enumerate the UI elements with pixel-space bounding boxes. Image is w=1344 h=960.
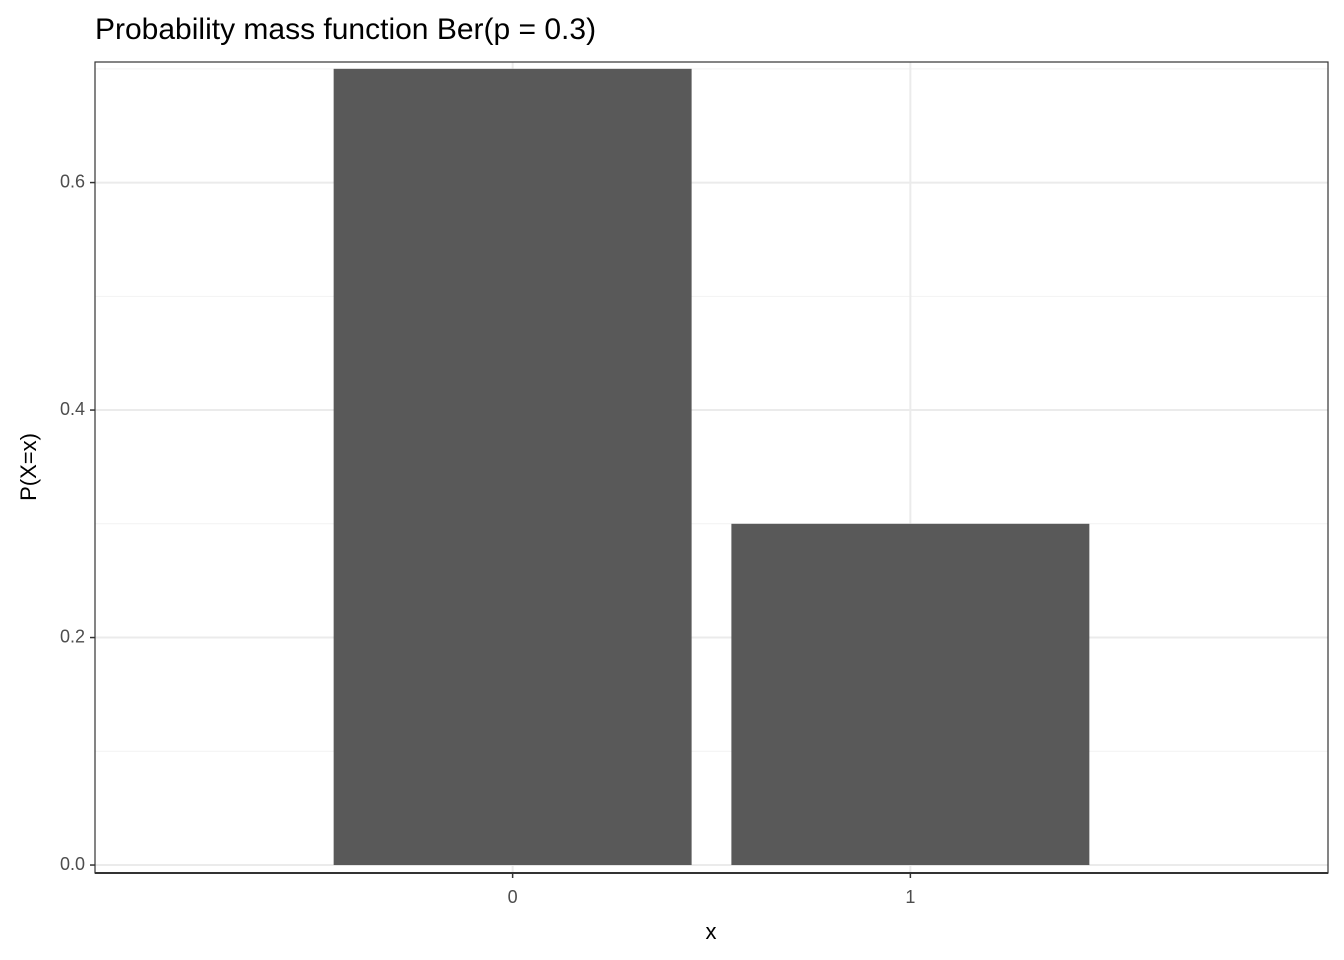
- bar: [333, 68, 692, 866]
- y-axis-label: P(X=x): [16, 433, 41, 501]
- x-axis-label: x: [706, 919, 717, 944]
- chart-title: Probability mass function Ber(p = 0.3): [95, 13, 596, 46]
- y-tick-label: 0.4: [60, 399, 85, 419]
- x-tick-label: 0: [508, 887, 518, 907]
- bar: [731, 523, 1090, 866]
- y-tick-label: 0.0: [60, 854, 85, 874]
- x-tick-label: 1: [905, 887, 915, 907]
- y-tick-label: 0.6: [60, 171, 85, 191]
- y-tick-label: 0.2: [60, 626, 85, 646]
